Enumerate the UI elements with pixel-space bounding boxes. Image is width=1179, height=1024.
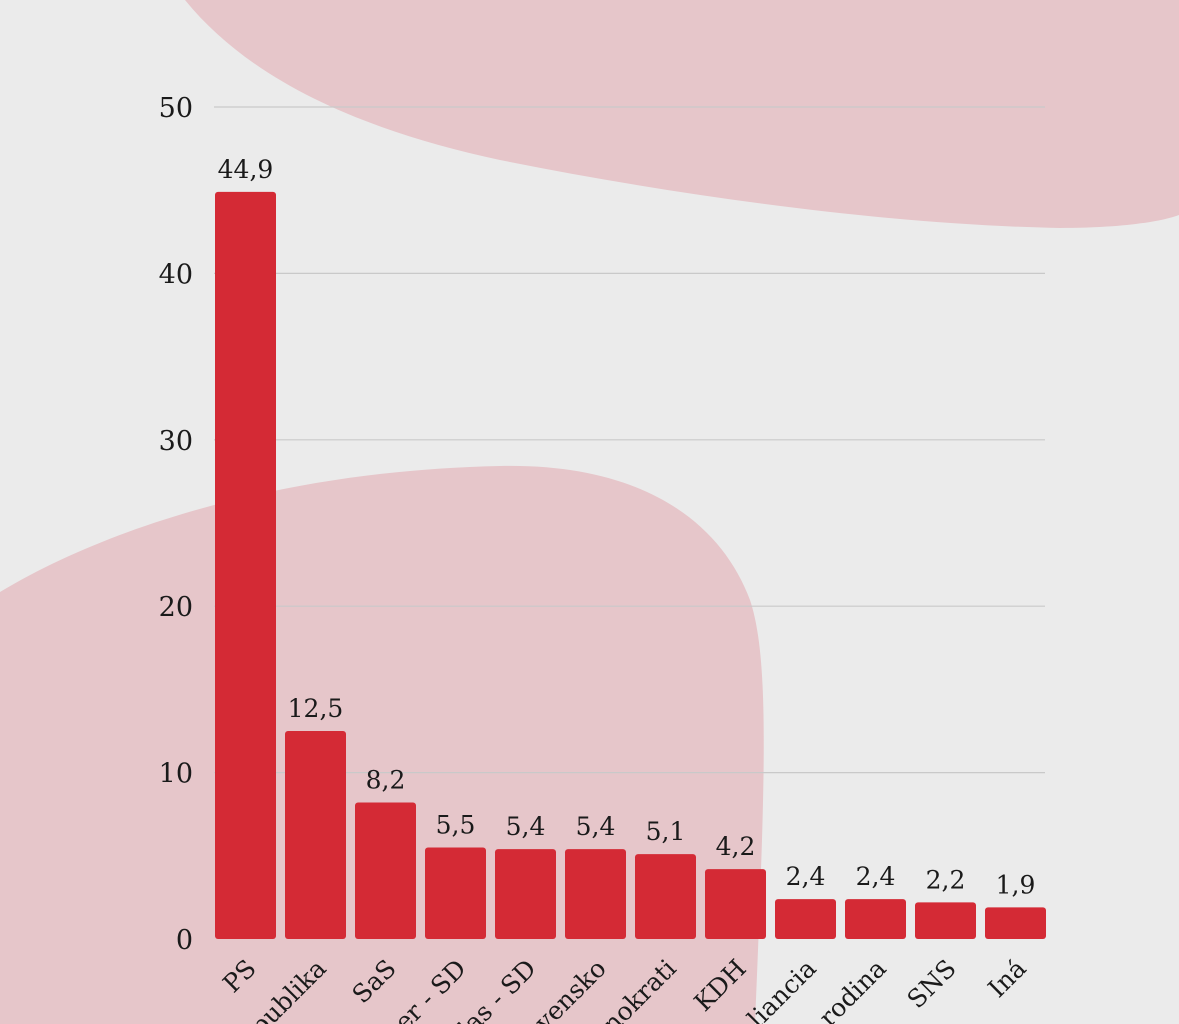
value-label: 5,4 — [576, 812, 616, 841]
bar-las-sd — [495, 849, 556, 939]
y-tick-label: 10 — [159, 759, 193, 790]
bars — [215, 191, 1046, 939]
y-tick-label: 50 — [159, 93, 193, 124]
y-axis-ticks: 0 10 20 30 40 50 — [159, 93, 193, 956]
bar-nokrati — [635, 854, 696, 939]
bar-ps — [215, 191, 276, 939]
background-blob-bottom — [0, 465, 764, 1024]
x-tick-label: Iná — [982, 954, 1031, 1003]
value-label: 5,1 — [646, 817, 686, 846]
grid-lines — [214, 106, 1045, 774]
value-label: 2,4 — [856, 862, 896, 891]
value-label: 12,5 — [288, 694, 344, 723]
value-label: 2,4 — [786, 862, 826, 891]
y-tick-label: 20 — [159, 592, 193, 623]
bar-kdh — [705, 869, 766, 939]
value-label: 4,2 — [716, 832, 756, 861]
value-label: 8,2 — [366, 766, 406, 795]
value-label: 1,9 — [996, 870, 1036, 899]
data-labels: 44,9 12,5 8,2 5,5 5,4 5,4 5,1 4,2 2,4 2,4 2,2 1,9 — [218, 155, 1036, 900]
value-label: 2,2 — [926, 865, 966, 894]
background-blob-top — [185, 0, 1179, 228]
bar-liancia — [775, 899, 836, 939]
x-tick-label: SNS — [902, 954, 962, 1014]
bar-sas — [355, 802, 416, 939]
value-label: 44,9 — [218, 155, 274, 184]
y-tick-label: 0 — [176, 925, 193, 956]
bar-publika — [285, 731, 346, 939]
value-label: 5,5 — [436, 810, 476, 839]
y-tick-label: 40 — [159, 259, 193, 290]
bar-sns — [915, 902, 976, 939]
value-label: 5,4 — [506, 812, 546, 841]
bar-in- — [985, 907, 1046, 939]
bar-vensko — [565, 849, 626, 939]
bar-er-sd — [425, 847, 486, 939]
bar-rodina — [845, 899, 906, 939]
y-tick-label: 30 — [159, 426, 193, 457]
x-tick-label: rodina — [813, 954, 892, 1024]
